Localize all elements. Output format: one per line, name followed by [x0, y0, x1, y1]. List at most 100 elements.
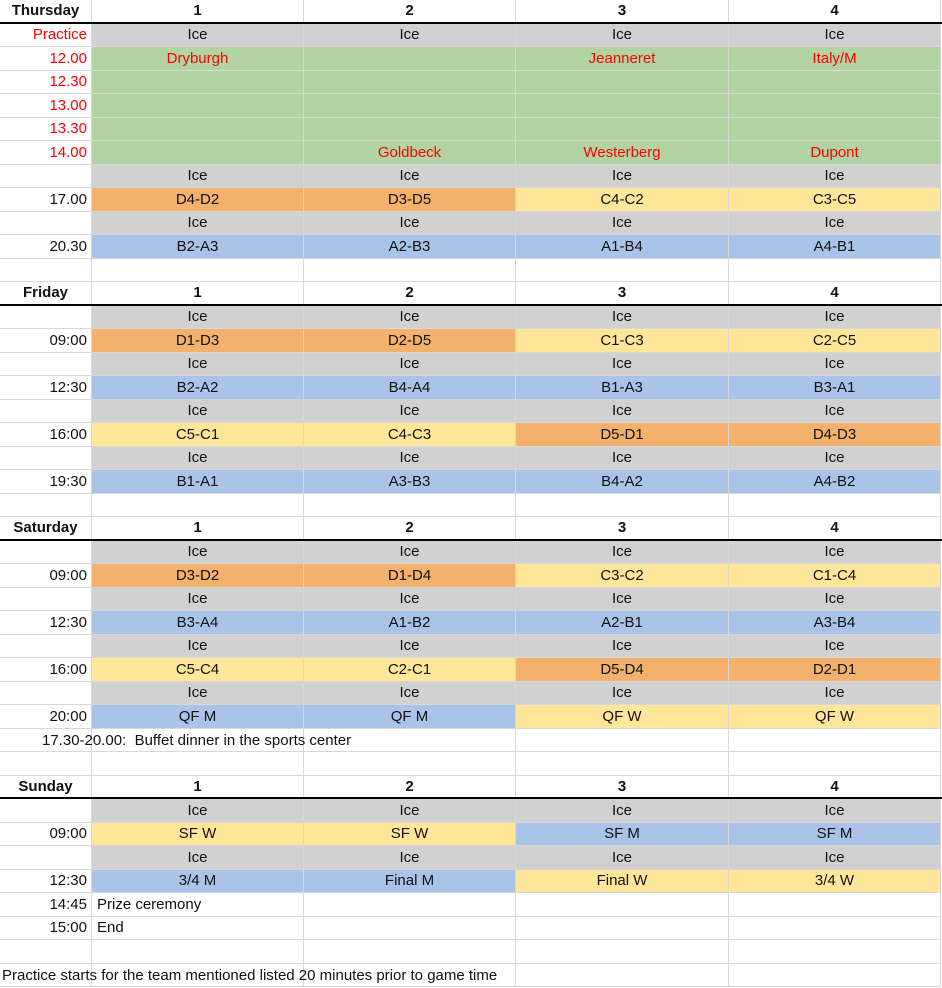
game-cell: A4-B2	[729, 470, 941, 494]
ice-cell: Ice	[304, 164, 516, 188]
game-cell: C3-C2	[516, 564, 729, 588]
game-cell: Final W	[516, 869, 729, 893]
time-cell: 20.30	[0, 235, 92, 259]
practice-slot-cell	[516, 117, 729, 141]
time-cell: 16:00	[0, 658, 92, 682]
sheet-column-header: 3	[516, 0, 729, 22]
game-cell: C5-C4	[92, 658, 304, 682]
empty-cell	[0, 752, 92, 776]
empty-cell	[304, 493, 516, 517]
schedule-row: 20:00 QF M QF M QF W QF W	[0, 705, 942, 729]
day-label: Friday	[0, 282, 92, 304]
ice-cell: Ice	[304, 799, 516, 823]
game-cell: C2-C1	[304, 658, 516, 682]
schedule-row: 17.00 D4-D2 D3-D5 C4-C2 C3-C5	[0, 188, 942, 212]
day-label: Saturday	[0, 517, 92, 539]
empty-cell	[0, 728, 92, 752]
buffet-note: 17.30-20.00: Buffet dinner in the sports…	[42, 731, 352, 749]
game-cell: D2-D1	[729, 658, 941, 682]
time-cell: 14.00	[0, 141, 92, 165]
time-cell	[0, 634, 92, 658]
schedule-row: 14.00 Goldbeck Westerberg Dupont	[0, 141, 942, 165]
ice-cell: Ice	[729, 846, 941, 870]
empty-cell	[516, 963, 729, 987]
ice-cell: Ice	[304, 23, 516, 47]
note-row: Practice starts for the team mentioned l…	[0, 963, 942, 987]
ice-cell: Ice	[729, 305, 941, 329]
schedule-row: 16:00 C5-C4 C2-C1 D5-D4 D2-D1	[0, 658, 942, 682]
practice-slot-cell	[304, 117, 516, 141]
sheet-column-header: 2	[304, 282, 516, 304]
game-cell: 3/4 W	[729, 869, 941, 893]
schedule-row: 12:30 3/4 M Final M Final W 3/4 W	[0, 869, 942, 893]
ice-cell: Ice	[92, 587, 304, 611]
spacer-row	[0, 258, 942, 282]
game-cell: A2-B3	[304, 235, 516, 259]
ice-cell: Ice	[92, 399, 304, 423]
time-cell	[0, 352, 92, 376]
practice-slot-cell	[729, 70, 941, 94]
empty-cell	[0, 963, 92, 987]
footer-note: Practice starts for the team mentioned l…	[2, 966, 498, 984]
time-cell: 12:30	[0, 376, 92, 400]
game-cell: B1-A1	[92, 470, 304, 494]
ice-cell: Ice	[92, 446, 304, 470]
game-cell: C1-C4	[729, 564, 941, 588]
time-cell: 17.00	[0, 188, 92, 212]
empty-cell	[516, 493, 729, 517]
ice-cell: Ice	[729, 23, 941, 47]
game-cell: SF W	[92, 822, 304, 846]
empty-cell	[304, 258, 516, 282]
game-cell: 3/4 M	[92, 869, 304, 893]
schedule-row: Practice Ice Ice Ice Ice	[0, 23, 942, 47]
schedule-row: 12.00 Dryburgh Jeanneret Italy/M	[0, 47, 942, 71]
empty-cell	[729, 963, 941, 987]
schedule-row: Ice Ice Ice Ice	[0, 846, 942, 870]
time-cell: 12:30	[0, 611, 92, 635]
day-header-row: Sunday 1 2 3 4	[0, 775, 942, 799]
ice-cell: Ice	[304, 446, 516, 470]
time-cell	[0, 587, 92, 611]
schedule-row: Ice Ice Ice Ice	[0, 681, 942, 705]
time-cell: 09:00	[0, 564, 92, 588]
game-cell: A2-B1	[516, 611, 729, 635]
ice-cell: Ice	[304, 211, 516, 235]
ice-cell: Ice	[304, 540, 516, 564]
practice-slot-cell	[304, 94, 516, 118]
ice-cell: Ice	[92, 681, 304, 705]
day-header-row: Saturday 1 2 3 4	[0, 517, 942, 541]
practice-slot-cell	[92, 70, 304, 94]
game-cell: QF M	[92, 705, 304, 729]
empty-cell	[729, 258, 941, 282]
sheet-column-header: 1	[92, 0, 304, 22]
ice-cell: Ice	[729, 540, 941, 564]
game-cell: C4-C3	[304, 423, 516, 447]
ice-cell: Ice	[92, 352, 304, 376]
game-cell: B1-A3	[516, 376, 729, 400]
spacer-row	[0, 493, 942, 517]
time-cell	[0, 399, 92, 423]
time-cell	[0, 540, 92, 564]
ice-cell: Ice	[92, 23, 304, 47]
ice-cell: Ice	[516, 846, 729, 870]
schedule-row: 20.30 B2-A3 A2-B3 A1-B4 A4-B1	[0, 235, 942, 259]
empty-cell	[304, 940, 516, 964]
game-cell: D3-D5	[304, 188, 516, 212]
ice-cell: Ice	[516, 211, 729, 235]
schedule-row: 19:30 B1-A1 A3-B3 B4-A2 A4-B2	[0, 470, 942, 494]
schedule-row: Ice Ice Ice Ice	[0, 634, 942, 658]
ice-cell: Ice	[516, 540, 729, 564]
schedule-row: 09:00 D3-D2 D1-D4 C3-C2 C1-C4	[0, 564, 942, 588]
practice-slot-cell	[516, 94, 729, 118]
empty-cell	[516, 258, 729, 282]
time-cell	[0, 799, 92, 823]
empty-cell	[729, 752, 941, 776]
schedule-row: Ice Ice Ice Ice	[0, 587, 942, 611]
practice-slot-cell	[92, 94, 304, 118]
practice-team-cell: Dupont	[729, 141, 941, 165]
game-cell: C5-C1	[92, 423, 304, 447]
schedule-row: 12.30	[0, 70, 942, 94]
schedule-row: 13.00	[0, 94, 942, 118]
practice-team-cell: Westerberg	[516, 141, 729, 165]
